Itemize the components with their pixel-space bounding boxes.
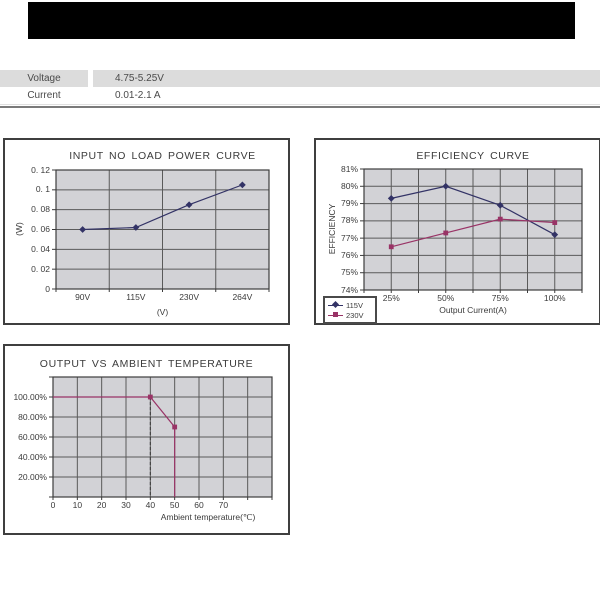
y-tick-label: 0. 08 <box>31 204 50 215</box>
line-sample <box>328 312 343 317</box>
legend-item-230v: 230V <box>328 310 372 320</box>
y-tick-label: 79% <box>340 198 358 209</box>
x-tick-label: 25% <box>382 293 400 303</box>
x-tick-label: 115V <box>126 292 146 302</box>
chart-title: EFFICIENCY CURVE <box>416 150 530 162</box>
x-tick-label: 0 <box>50 500 56 510</box>
x-tick-label: 50% <box>437 293 455 303</box>
y-tick-label: 0. 04 <box>31 243 50 254</box>
square-marker-icon <box>172 424 178 430</box>
x-axis-title: Output Current(A) <box>439 305 507 315</box>
y-tick-label: 76% <box>340 249 358 260</box>
x-tick-label: 50 <box>169 500 180 510</box>
legend-label: 230V <box>346 310 364 320</box>
y-tick-label: 60.00% <box>18 431 47 442</box>
series-line-no-load-power <box>82 184 243 231</box>
x-tick-label: 70 <box>218 500 229 510</box>
series-line-load-derating <box>53 396 176 497</box>
header-bar <box>28 2 575 39</box>
y-tick-label: 0 <box>45 283 50 294</box>
y-tick-label: 78% <box>340 215 358 226</box>
y-tick-label: 74% <box>340 284 358 295</box>
square-marker-icon <box>333 312 338 317</box>
output-vs-ambient-temperature-plot-area <box>49 376 273 500</box>
legend-label: 115V <box>346 300 363 310</box>
spec-row-voltage: Voltage 4.75-5.25V <box>0 70 600 87</box>
x-axis-title: Ambient temperature(℃) <box>160 512 256 522</box>
horizontal-rule <box>0 106 600 108</box>
y-tick-label: 80.00% <box>18 411 47 422</box>
x-tick-label: 40 <box>145 500 156 510</box>
spec-table: Voltage 4.75-5.25V Current 0.01-2.1 A <box>0 70 600 105</box>
chart-box-2: EFFICIENCY CURVE EFFICIENCY Output Curre… <box>314 138 600 325</box>
y-tick-label: 81% <box>340 163 358 174</box>
x-axis-title: (V) <box>156 307 169 317</box>
x-tick-label: 230V <box>179 292 200 302</box>
y-tick-label: 100.00% <box>13 391 47 402</box>
y-tick-label: 80% <box>340 180 358 191</box>
column-divider <box>88 70 93 87</box>
column-divider <box>88 87 93 104</box>
x-tick-label: 20 <box>96 500 107 510</box>
diamond-marker-icon <box>387 194 395 202</box>
y-tick-label: 20.00% <box>18 471 47 482</box>
y-tick-label: 77% <box>340 232 358 243</box>
plot-border <box>55 169 270 290</box>
diamond-marker-icon <box>79 226 87 233</box>
square-marker-icon <box>388 244 394 250</box>
spec-row-current: Current 0.01-2.1 A <box>0 87 600 105</box>
spec-row-value: 4.75-5.25V <box>115 73 164 84</box>
square-marker-icon <box>443 230 449 236</box>
y-tick-label: 75% <box>340 267 358 278</box>
spec-row-label: Current <box>27 90 61 101</box>
x-tick-label: 60 <box>194 500 204 510</box>
efficiency-curve-plot-area <box>360 168 583 293</box>
square-marker-icon <box>497 216 503 222</box>
chart-box-3: OUTPUT VS AMBIENT TEMPERATURE Ambient te… <box>3 344 290 535</box>
x-tick-label: 10 <box>72 500 83 510</box>
series-line-230V <box>391 218 555 248</box>
y-tick-label: 40.00% <box>18 451 47 462</box>
chart-box-1: INPUT NO LOAD POWER CURVE (W) (V) 0 0. 02… <box>3 138 290 325</box>
x-tick-label: 264V <box>232 292 253 302</box>
series-line-115V <box>391 185 556 236</box>
diamond-marker-icon <box>331 300 340 309</box>
spec-row-label: Voltage <box>27 73 61 84</box>
legend: 115V 230V <box>323 296 377 324</box>
spec-row-value: 0.01-2.1 A <box>115 90 161 101</box>
legend-item-115v: 115V <box>328 300 372 310</box>
x-tick-label: 75% <box>491 293 509 303</box>
x-tick-label: 30 <box>121 500 131 510</box>
square-marker-icon <box>552 220 558 225</box>
y-tick-label: 0. 06 <box>31 224 50 234</box>
x-tick-label: 90V <box>75 292 91 302</box>
x-tick-label: 100% <box>543 293 566 303</box>
diamond-marker-icon <box>238 181 246 189</box>
y-axis-title: EFFICIENCY <box>327 203 337 255</box>
plot-border <box>52 376 273 498</box>
y-tick-label: 0. 1 <box>35 184 50 195</box>
line-sample <box>328 300 343 309</box>
chart-title: OUTPUT VS AMBIENT TEMPERATURE <box>39 358 254 370</box>
square-marker-icon <box>147 394 153 400</box>
y-tick-label: 0. 12 <box>31 164 50 175</box>
y-tick-label: 0. 02 <box>31 263 50 274</box>
input-no-load-power-plot-area <box>52 169 270 292</box>
plot-border <box>363 168 583 291</box>
chart-title: INPUT NO LOAD POWER CURVE <box>69 150 256 162</box>
